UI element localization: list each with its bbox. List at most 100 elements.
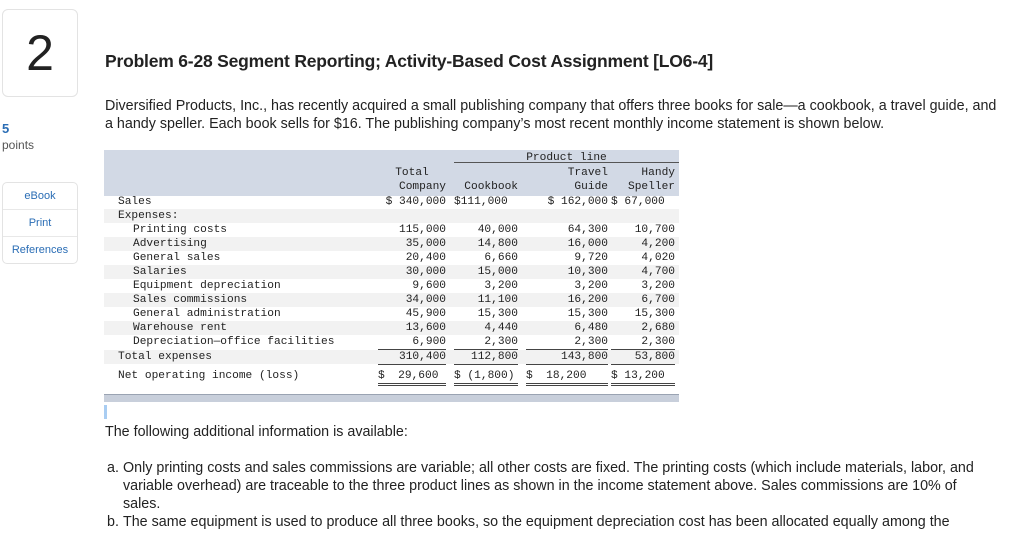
cell-travel-guide: 6,480 <box>574 322 608 334</box>
cell-travel-guide: 10,300 <box>567 266 608 278</box>
cell-handy-speller: 15,300 <box>634 308 675 320</box>
table-header <box>104 150 679 196</box>
table-row-equipment-depreciation: Equipment depreciation 9,600 3,200 3,200… <box>104 279 679 293</box>
list-item-text: The same equipment is used to produce al… <box>123 514 950 530</box>
table-row-sales-commissions: Sales commissions 34,000 11,100 16,200 6… <box>104 293 679 307</box>
col-cookbook: Cookbook <box>464 181 518 193</box>
list-marker: b. <box>107 514 119 530</box>
cell-cookbook: 11,100 <box>477 294 518 306</box>
cell-cookbook: 40,000 <box>477 224 518 236</box>
question-number-box: 2 <box>2 9 78 97</box>
row-label: Equipment depreciation <box>133 280 281 292</box>
row-label: Sales <box>118 196 152 208</box>
cell-cookbook: 112,800 <box>454 350 518 365</box>
cell-total: $ 340,000 <box>378 195 446 210</box>
col-travel-line2: Guide <box>574 181 608 193</box>
cell-total: 20,400 <box>405 252 446 264</box>
cell-total: $ 29,600 <box>378 369 446 386</box>
row-label: General sales <box>133 252 221 264</box>
cell-travel-guide: 3,200 <box>574 280 608 292</box>
cell-total: 30,000 <box>405 266 446 278</box>
additional-info-list: a. Only printing costs and sales commiss… <box>107 459 997 531</box>
cell-travel-guide: 2,300 <box>526 335 608 350</box>
cell-total: 310,400 <box>378 350 446 365</box>
cell-cookbook: 15,300 <box>477 308 518 320</box>
list-item: a. Only printing costs and sales commiss… <box>107 459 997 513</box>
col-speller-line1: Handy <box>641 167 675 179</box>
row-label: Depreciation—office facilities <box>133 336 335 348</box>
col-speller-line2: Speller <box>628 181 675 193</box>
row-label: Salaries <box>133 266 187 278</box>
references-button[interactable]: References <box>11 244 69 256</box>
resource-menu: eBook Print References <box>2 182 78 264</box>
text-cursor-marker <box>104 405 107 419</box>
question-number: 2 <box>26 25 54 81</box>
cell-cookbook: 15,000 <box>477 266 518 278</box>
cell-handy-speller: 4,700 <box>641 266 675 278</box>
table-row-salaries: Salaries 30,000 15,000 10,300 4,700 <box>104 265 679 279</box>
cell-cookbook: 6,660 <box>484 252 518 264</box>
cell-handy-speller: 2,300 <box>611 335 675 350</box>
cell-handy-speller: 4,200 <box>641 238 675 250</box>
table-row-expenses: Expenses: <box>104 209 679 223</box>
col-travel-line1: Travel <box>567 167 608 179</box>
cell-travel-guide: 15,300 <box>567 308 608 320</box>
cell-total: 6,900 <box>378 335 446 350</box>
cell-total: 13,600 <box>405 322 446 334</box>
cell-cookbook: 2,300 <box>454 335 518 350</box>
list-marker: a. <box>107 460 119 476</box>
col-total-line2: Company <box>399 181 446 193</box>
cell-travel-guide: 9,720 <box>574 252 608 264</box>
row-label: Net operating income (loss) <box>118 370 300 382</box>
cell-handy-speller: 10,700 <box>634 224 675 236</box>
row-label: Warehouse rent <box>133 322 227 334</box>
cell-handy-speller: 6,700 <box>641 294 675 306</box>
cell-travel-guide: $ 18,200 <box>526 369 608 386</box>
list-item: b. The same equipment is used to produce… <box>107 513 997 531</box>
cell-total: 115,000 <box>399 224 446 236</box>
table-row-total-expenses: Total expenses 310,400 112,800 143,800 5… <box>104 350 679 365</box>
cell-travel-guide: 16,200 <box>567 294 608 306</box>
table-row-net-operating-income: Net operating income (loss) $ 29,600 $ (… <box>104 369 679 387</box>
cell-cookbook: 3,200 <box>484 280 518 292</box>
row-label: Advertising <box>133 238 207 250</box>
cell-handy-speller: $ 67,000 <box>611 195 675 210</box>
table-row-advertising: Advertising 35,000 14,800 16,000 4,200 <box>104 237 679 251</box>
cell-handy-speller: 2,680 <box>641 322 675 334</box>
table-footer-bar <box>104 394 679 402</box>
table-row-warehouse-rent: Warehouse rent 13,600 4,440 6,480 2,680 <box>104 321 679 335</box>
table-row-depreciation-office: Depreciation—office facilities 6,900 2,3… <box>104 335 679 350</box>
cell-total: 34,000 <box>405 294 446 306</box>
cell-handy-speller: 4,020 <box>641 252 675 264</box>
table-row-printing-costs: Printing costs 115,000 40,000 64,300 10,… <box>104 223 679 237</box>
points-value: 5 <box>2 121 10 136</box>
row-label: Expenses: <box>118 210 179 222</box>
row-label: Printing costs <box>133 224 227 236</box>
list-item-text: Only printing costs and sales commission… <box>123 460 974 512</box>
col-total-line1: Total <box>395 167 429 179</box>
cell-cookbook: $111,000 <box>454 195 518 210</box>
row-label: Sales commissions <box>133 294 248 306</box>
cell-handy-speller: 53,800 <box>611 350 675 365</box>
cell-travel-guide: $ 162,000 <box>526 195 608 210</box>
cell-handy-speller: 3,200 <box>641 280 675 292</box>
table-row-sales: Sales $ 340,000 $111,000 $ 162,000 $ 67,… <box>104 195 679 210</box>
problem-title: Problem 6-28 Segment Reporting; Activity… <box>105 51 714 71</box>
ebook-button[interactable]: eBook <box>3 183 77 210</box>
print-button[interactable]: Print <box>3 210 77 237</box>
cell-total: 35,000 <box>405 238 446 250</box>
cell-travel-guide: 143,800 <box>526 350 608 365</box>
table-row-general-administration: General administration 45,900 15,300 15,… <box>104 307 679 321</box>
cell-travel-guide: 16,000 <box>567 238 608 250</box>
points-label: points <box>2 138 35 152</box>
cell-total: 9,600 <box>412 280 446 292</box>
table-row-general-sales: General sales 20,400 6,660 9,720 4,020 <box>104 251 679 265</box>
row-label: General administration <box>133 308 281 320</box>
row-label: Total expenses <box>118 351 212 363</box>
cell-cookbook: $ (1,800) <box>454 369 518 386</box>
cell-handy-speller: $ 13,200 <box>611 369 675 386</box>
cell-travel-guide: 64,300 <box>567 224 608 236</box>
cell-cookbook: 4,440 <box>484 322 518 334</box>
cell-total: 45,900 <box>405 308 446 320</box>
problem-intro: Diversified Products, Inc., has recently… <box>105 98 997 132</box>
